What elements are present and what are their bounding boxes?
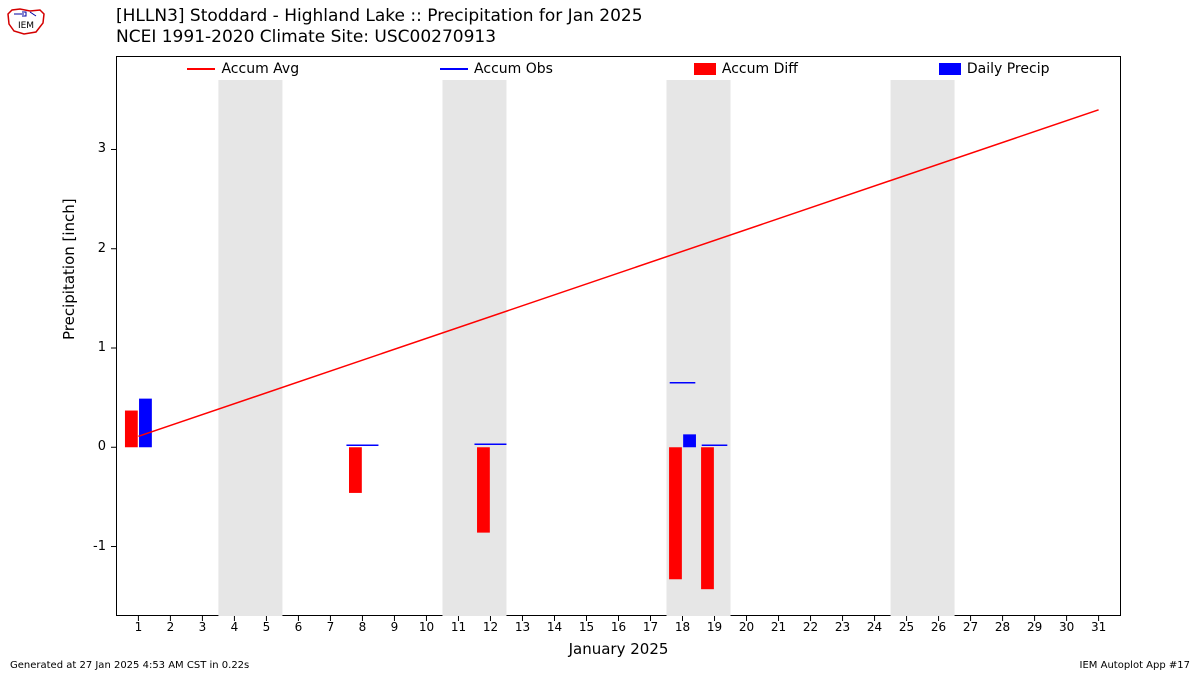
- xtick-label: 4: [231, 620, 239, 634]
- chart-title: [HLLN3] Stoddard - Highland Lake :: Prec…: [116, 6, 643, 49]
- xtick-label: 24: [867, 620, 882, 634]
- xtick-label: 22: [803, 620, 818, 634]
- xtick-label: 31: [1091, 620, 1106, 634]
- title-line-1: [HLLN3] Stoddard - Highland Lake :: Prec…: [116, 6, 643, 27]
- xtick-label: 27: [963, 620, 978, 634]
- iem-logo: IEM: [6, 6, 46, 36]
- x-axis-label: January 2025: [116, 640, 1121, 658]
- xtick-label: 14: [547, 620, 562, 634]
- xtick-label: 7: [327, 620, 335, 634]
- xtick-label: 20: [739, 620, 754, 634]
- chart-plot: [116, 80, 1121, 616]
- xtick-label: 2: [167, 620, 175, 634]
- y-axis-label: Precipitation [inch]: [60, 198, 78, 340]
- ytick-label: 1: [26, 340, 106, 355]
- svg-text:IEM: IEM: [18, 21, 34, 31]
- footer-generated: Generated at 27 Jan 2025 4:53 AM CST in …: [10, 660, 249, 671]
- xtick-label: 10: [419, 620, 434, 634]
- title-line-2: NCEI 1991-2020 Climate Site: USC00270913: [116, 27, 643, 48]
- xtick-label: 3: [199, 620, 207, 634]
- xtick-label: 11: [451, 620, 466, 634]
- ytick-label: 2: [26, 241, 106, 256]
- ytick-label: -1: [26, 539, 106, 554]
- xtick-label: 23: [835, 620, 850, 634]
- xtick-label: 13: [515, 620, 530, 634]
- xtick-label: 15: [579, 620, 594, 634]
- xtick-label: 12: [483, 620, 498, 634]
- xtick-label: 21: [771, 620, 786, 634]
- xtick-label: 19: [707, 620, 722, 634]
- xtick-label: 28: [995, 620, 1010, 634]
- xtick-label: 17: [643, 620, 658, 634]
- xtick-label: 9: [391, 620, 399, 634]
- xtick-label: 1: [135, 620, 143, 634]
- ytick-label: 3: [26, 141, 106, 156]
- xtick-label: 26: [931, 620, 946, 634]
- xtick-label: 18: [675, 620, 690, 634]
- footer-app: IEM Autoplot App #17: [1080, 660, 1190, 671]
- xtick-label: 5: [263, 620, 271, 634]
- xtick-label: 16: [611, 620, 626, 634]
- xtick-label: 6: [295, 620, 303, 634]
- xtick-label: 30: [1059, 620, 1074, 634]
- xtick-label: 8: [359, 620, 367, 634]
- xtick-label: 29: [1027, 620, 1042, 634]
- xtick-label: 25: [899, 620, 914, 634]
- ytick-label: 0: [26, 439, 106, 454]
